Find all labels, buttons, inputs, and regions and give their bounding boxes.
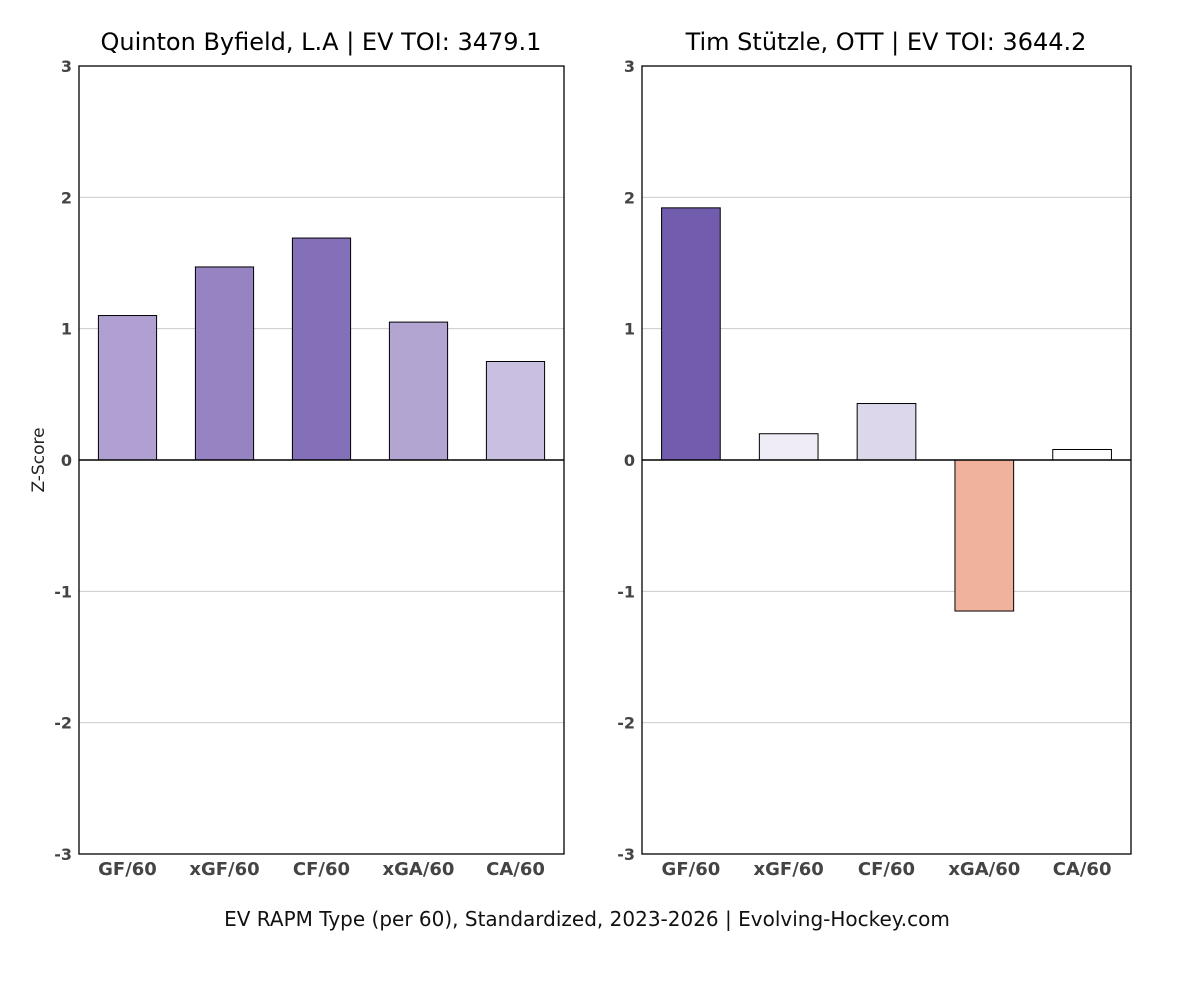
chart-footer: EV RAPM Type (per 60), Standardized, 202… <box>224 907 950 931</box>
chart-panel-left: 3 2 1 0 -1 -2 -3 GF/60 xGF/60 CF/60 xGA/60 CA/60 Qui… <box>29 28 565 880</box>
bar-xga-per-60 <box>954 459 1015 612</box>
y-axis-label: Z-Score <box>29 427 49 492</box>
y-tick-label: 2 <box>61 188 72 207</box>
x-tick-label: CA/60 <box>486 859 545 880</box>
bar-ca-per-60 <box>485 361 546 461</box>
chart-title: Tim Stützle, OTT | EV TOI: 3644.2 <box>685 28 1087 56</box>
x-tick-label: GF/60 <box>662 859 721 880</box>
y-tick-label: 3 <box>61 57 72 76</box>
bar-gf-per-60 <box>661 207 721 461</box>
chart-panel-right: 3 2 1 0 -1 -2 -3 GF/60 xGF/60 CF/60 xGA/60 CA/60 Tim… <box>617 28 1132 880</box>
bar-xgf-per-60 <box>194 266 255 461</box>
y-tick-label: 1 <box>624 320 635 339</box>
y-tick-label: -2 <box>617 714 635 733</box>
x-tick-label: xGA/60 <box>948 859 1020 880</box>
y-tick-label: 3 <box>624 57 635 76</box>
bar-cf-per-60 <box>856 403 917 461</box>
y-tick-label: 0 <box>624 451 635 470</box>
x-tick-label: GF/60 <box>98 859 157 880</box>
bar-gf-per-60 <box>97 315 158 461</box>
x-tick-label: CF/60 <box>858 859 915 880</box>
bar-xgf-per-60 <box>758 433 819 461</box>
x-tick-label: xGF/60 <box>189 859 259 880</box>
y-tick-label: -2 <box>54 714 72 733</box>
bar-ca-per-60 <box>1052 448 1112 461</box>
y-tick-label: 1 <box>61 320 72 339</box>
y-tick-label: -3 <box>617 845 635 864</box>
plot-frame <box>78 65 565 855</box>
x-tick-label: xGF/60 <box>754 859 824 880</box>
x-tick-label: CF/60 <box>293 859 350 880</box>
plot-frame <box>641 65 1132 855</box>
y-tick-label: -1 <box>617 582 635 601</box>
chart-title: Quinton Byfield, L.A | EV TOI: 3479.1 <box>101 28 542 56</box>
y-tick-label: -1 <box>54 582 72 601</box>
x-tick-label: CA/60 <box>1053 859 1112 880</box>
y-tick-label: 2 <box>624 188 635 207</box>
bar-cf-per-60 <box>291 237 352 461</box>
y-tick-label: 0 <box>61 451 72 470</box>
y-tick-label: -3 <box>54 845 72 864</box>
bar-xga-per-60 <box>388 321 449 461</box>
x-tick-label: xGA/60 <box>383 859 455 880</box>
